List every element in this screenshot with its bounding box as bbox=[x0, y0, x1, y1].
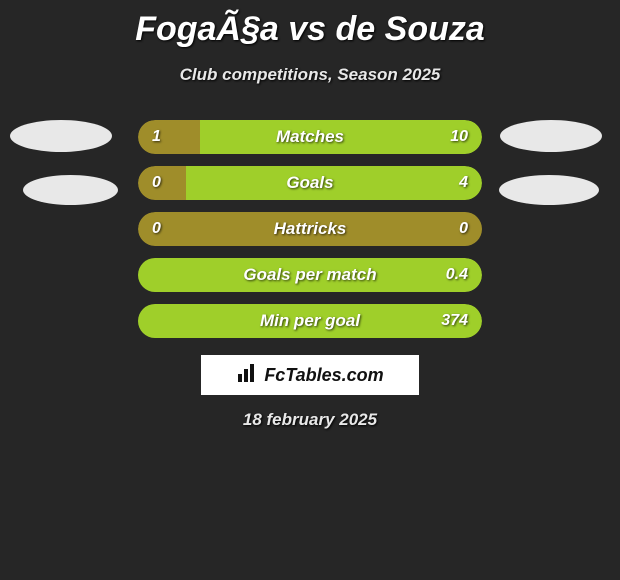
stat-row-goals-per-match: Goals per match 0.4 bbox=[138, 258, 482, 292]
stat-label: Goals bbox=[138, 166, 482, 200]
stat-row-matches: 1 Matches 10 bbox=[138, 120, 482, 154]
brand-text: FcTables.com bbox=[264, 365, 383, 386]
stat-label: Min per goal bbox=[138, 304, 482, 338]
brand-box: FcTables.com bbox=[201, 355, 419, 395]
stat-label: Goals per match bbox=[138, 258, 482, 292]
page-root: FogaÃ§a vs de Souza Club competitions, S… bbox=[0, 0, 620, 580]
stat-row-hattricks: 0 Hattricks 0 bbox=[138, 212, 482, 246]
stats-container: 1 Matches 10 0 Goals 4 0 Hattricks 0 Goa… bbox=[138, 120, 482, 350]
page-title: FogaÃ§a vs de Souza bbox=[0, 0, 620, 49]
stat-value-b: 10 bbox=[450, 120, 468, 154]
player-a-avatar-oval-2 bbox=[23, 175, 118, 205]
chart-bars-icon bbox=[236, 362, 258, 389]
stat-value-b: 0 bbox=[459, 212, 468, 246]
stat-row-goals: 0 Goals 4 bbox=[138, 166, 482, 200]
player-b-avatar-oval-2 bbox=[499, 175, 599, 205]
player-a-avatar-oval-1 bbox=[10, 120, 112, 152]
stat-label: Hattricks bbox=[138, 212, 482, 246]
page-subtitle: Club competitions, Season 2025 bbox=[0, 65, 620, 85]
stat-row-min-per-goal: Min per goal 374 bbox=[138, 304, 482, 338]
stat-label: Matches bbox=[138, 120, 482, 154]
stat-value-b: 4 bbox=[459, 166, 468, 200]
date-text: 18 february 2025 bbox=[0, 410, 620, 430]
player-b-avatar-oval-1 bbox=[500, 120, 602, 152]
stat-value-b: 0.4 bbox=[446, 258, 468, 292]
stat-value-b: 374 bbox=[441, 304, 468, 338]
